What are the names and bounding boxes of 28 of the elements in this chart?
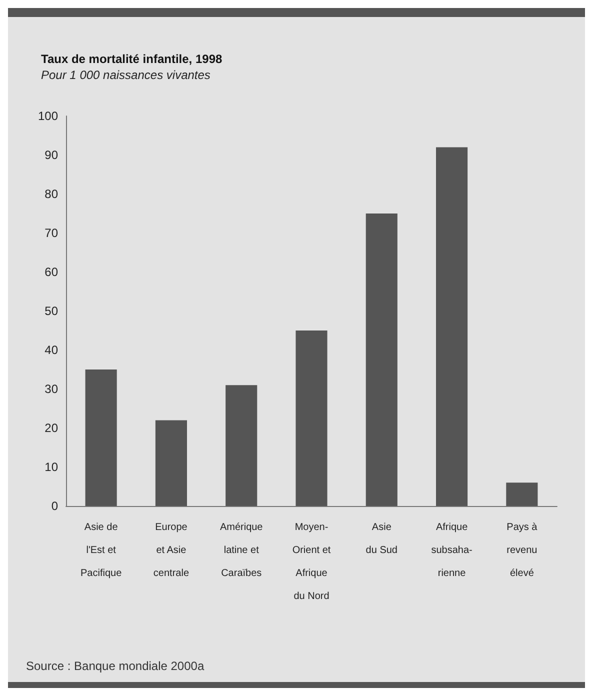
y-tick-label: 10 (44, 460, 58, 474)
category-label: Asie du Sud (366, 522, 398, 556)
y-tick-label: 100 (38, 109, 58, 123)
bar (366, 214, 398, 506)
y-tick-label: 60 (44, 265, 58, 279)
y-tick-label: 0 (51, 499, 58, 513)
y-tick-label: 40 (44, 343, 58, 357)
y-tick-label: 90 (44, 148, 58, 162)
chart-subtitle: Pour 1 000 naissances vivantes (41, 68, 210, 82)
category-label: Europe et Asie centrale (153, 522, 190, 579)
bar (506, 482, 538, 506)
y-tick-label: 30 (44, 382, 58, 396)
category-label: Moyen- Orient et Afrique du Nord (292, 522, 331, 602)
chart-title: Taux de mortalité infantile, 1998 (41, 52, 222, 66)
y-tick-label: 80 (44, 187, 58, 201)
y-tick-label: 70 (44, 226, 58, 240)
bar (85, 370, 117, 506)
category-label: Pays à revenu élevé (506, 522, 538, 579)
bar (436, 147, 468, 506)
y-tick-label: 20 (44, 421, 58, 435)
y-tick-label: 50 (44, 304, 58, 318)
category-label: Asie de l'Est et Pacifique (80, 522, 122, 579)
bar (226, 385, 258, 506)
source-note: Source : Banque mondiale 2000a (26, 659, 204, 673)
category-label: Amérique latine et Caraïbes (220, 522, 263, 579)
bar (296, 330, 328, 506)
bar (155, 420, 187, 506)
category-label: Afrique subsaha- rienne (431, 522, 472, 579)
